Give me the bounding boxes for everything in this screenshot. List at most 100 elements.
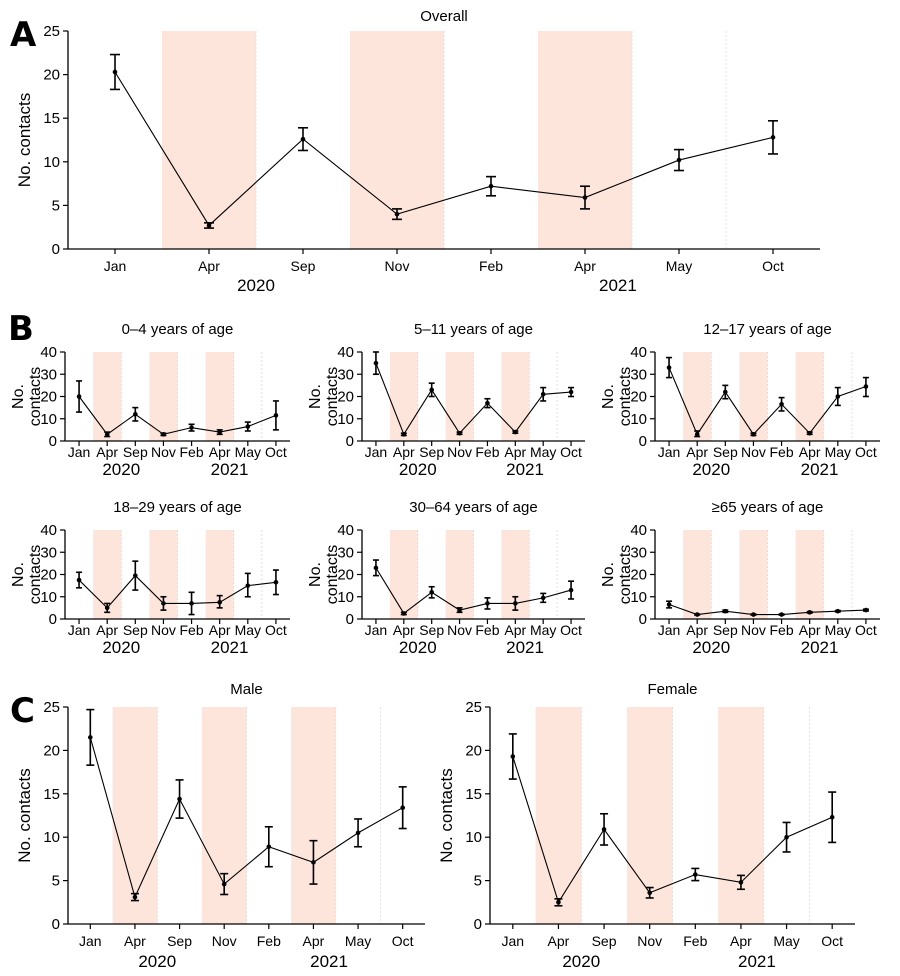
y-tick-label: 40 [630,522,647,539]
y-tick-label: 25 [465,699,482,716]
x-tick-label: Nov [741,622,766,638]
x-tick-label: Apr [393,622,415,638]
x-tick-label: Apr [574,258,596,274]
x-tick-label: Jan [68,444,91,460]
y-tick-label: 0 [52,241,60,258]
year-label: 2020 [399,638,437,657]
shaded-period [718,707,764,924]
y-tick-label: 10 [630,411,647,428]
data-point [221,881,227,887]
x-tick-label: Sep [291,258,316,274]
y-tick-label: 20 [337,389,354,406]
data-point [132,894,138,900]
x-tick-label: Sep [713,622,738,638]
data-point [177,796,182,802]
data-point [863,607,869,613]
year-label: 2021 [506,638,544,657]
data-point [835,608,841,614]
x-tick-label: May [825,622,851,638]
y-axis-label: No. contacts [15,768,34,863]
series-line [375,567,572,615]
y-tick-label: 10 [43,154,60,171]
x-tick-label: Sep [713,444,738,460]
y-tick-label: 30 [630,544,647,561]
data-point [751,432,756,437]
x-tick-label: Apr [548,933,570,949]
x-tick-label: Feb [257,933,281,949]
shaded-period [739,530,768,619]
y-axis-label: No. contacts [15,93,34,188]
x-tick-label: Sep [167,933,192,949]
y-tick-label: 10 [337,411,354,428]
panel-title: 12–17 years of age [703,321,831,338]
y-axis-label: No.contacts [10,367,44,427]
data-point [488,183,494,189]
x-tick-label: Nov [151,622,176,638]
panel-title: 30–64 years of age [409,499,537,516]
year-label: 2021 [211,460,249,479]
shaded-period [795,352,824,441]
x-tick-label: Sep [123,444,148,460]
chart-panel: A 0 5 10 15 20 25 Jan Apr Sep Nov Feb Apr May Oct 2020 2… [10,8,820,295]
data-point [266,844,272,850]
x-tick-label: Apr [393,444,415,460]
panel-title: Overall [420,8,468,25]
x-tick-label: May [530,444,556,460]
data-point [676,157,682,163]
data-point [133,412,138,417]
data-point [104,605,110,611]
shaded-period [795,530,824,619]
series-line [78,396,277,436]
y-tick-label: 40 [40,522,57,539]
shaded-period [538,31,632,249]
data-point [373,360,379,366]
x-tick-label: Jan [365,444,388,460]
y-axis-label: No.contacts [307,367,341,427]
y-tick-label: 5 [52,197,60,214]
chart-panel: C 0 5 10 15 20 25 Jan Apr Sep Nov Feb Apr May Oct 2020 2… [10,681,425,971]
year-label: 2020 [692,460,730,479]
shaded-period [93,352,122,441]
shaded-period [205,352,234,441]
year-label: 2021 [801,460,839,479]
data-point [601,827,607,832]
y-tick-label: 20 [43,742,60,759]
y-tick-label: 30 [337,544,354,561]
x-tick-label: Nov [741,444,766,460]
y-tick-label: 30 [40,366,57,383]
panel-title: ≥65 years of age [712,499,824,516]
x-tick-label: Apr [730,933,752,949]
y-tick-label: 5 [52,873,60,890]
x-tick-label: Oct [821,933,843,949]
y-tick-label: 20 [337,567,354,584]
y-tick-label: 30 [337,366,354,383]
x-tick-label: Feb [475,622,499,638]
data-point [556,900,561,905]
y-tick-label: 20 [40,567,57,584]
data-point [513,601,518,606]
panel-title: 0–4 years of age [122,321,234,338]
data-point [784,834,789,840]
year-label: 2021 [599,276,637,295]
x-tick-label: Nov [385,258,410,274]
y-tick-label: 40 [630,344,647,361]
y-tick-label: 15 [43,110,60,127]
data-point [694,432,700,437]
x-tick-label: Oct [560,444,582,460]
y-tick-label: 25 [43,23,60,40]
y-tick-label: 40 [40,344,57,361]
data-point [485,601,490,606]
x-tick-label: Jan [502,933,525,949]
data-point [779,401,784,407]
data-point [829,814,835,820]
shaded-period [535,707,582,924]
x-tick-label: Oct [762,258,784,274]
y-tick-label: 0 [639,433,647,450]
shaded-period [683,530,712,619]
data-point [666,365,672,370]
shaded-period [291,707,336,924]
